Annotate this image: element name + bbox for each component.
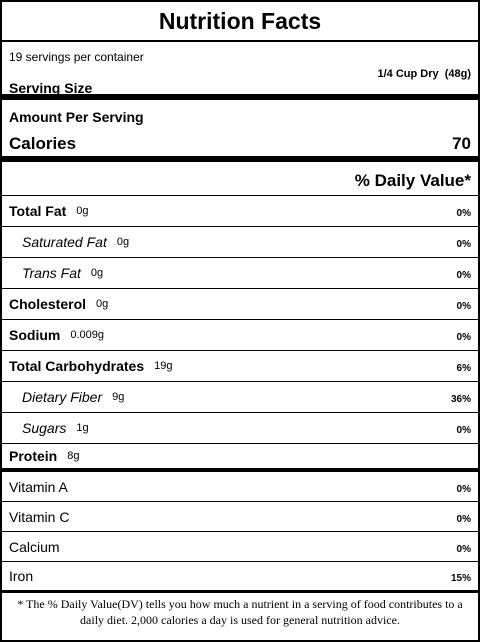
nutrient-dv: 0% <box>456 425 471 436</box>
vitamin-dv: 15% <box>450 573 471 584</box>
calories-section: Amount Per Serving Calories 70 <box>2 100 478 162</box>
nutrient-amount: 19g <box>154 360 173 372</box>
nutrient-dv: 0% <box>456 239 471 250</box>
nutrient-dv: 0% <box>456 208 471 219</box>
serving-size-value: 1/4 Cup Dry (48g) <box>377 68 471 80</box>
vitamin-dv: 0% <box>456 544 471 555</box>
calories-value: 70 <box>452 134 471 153</box>
amount-per-serving: Amount Per Serving <box>9 109 144 125</box>
nutrient-amount: 9g <box>112 391 125 403</box>
divider <box>2 590 478 593</box>
vitamin-name: Vitamin C <box>9 508 70 525</box>
vitamin-name: Calcium <box>9 538 60 555</box>
nutrient-amount: 0g <box>90 267 104 279</box>
nutrient-name: Dietary Fiber <box>22 389 103 405</box>
nutrient-row: Total Carbohydrates 19g 6% <box>2 351 478 382</box>
nutrient-row: Sodium 0.009g 0% <box>2 320 478 351</box>
nutrient-amount: 0g <box>76 205 89 217</box>
nutrient-list: Total Fat 0g 0% Saturated Fat 0g 0% Trans Fat 0… <box>2 196 478 468</box>
servings-per-container: 19 servings per container <box>9 50 144 64</box>
nutrient-name: Saturated Fat <box>22 234 107 250</box>
divider <box>2 468 478 472</box>
nutrient-name: Sodium <box>9 327 61 343</box>
serving-section: 19 servings per container Serving Size 1… <box>2 42 478 100</box>
vitamin-row: Calcium 0% <box>2 532 478 562</box>
footnote: * The % Daily Value(DV) tells you how mu… <box>17 597 463 627</box>
nutrient-name: Trans Fat <box>22 265 81 281</box>
nutrient-dv: 0% <box>456 301 471 312</box>
serving-size-label: Serving Size <box>9 80 93 96</box>
nutrient-row: Total Fat 0g 0% <box>2 196 478 227</box>
nutrient-amount: 1g <box>76 422 89 434</box>
nutrient-name: Sugars <box>22 420 67 436</box>
nutrient-dv: 0% <box>456 332 471 343</box>
nutrient-dv: 6% <box>456 363 471 374</box>
nutrient-dv: 36% <box>450 394 471 405</box>
nutrient-dv: 0% <box>456 270 471 281</box>
vitamin-row: Vitamin C 0% <box>2 502 478 532</box>
vitamin-list: Vitamin A 0% Vitamin C 0% Calcium 0% Iron 15% <box>2 472 478 590</box>
vitamin-row: Iron 15% <box>2 562 478 590</box>
nutrient-amount: 0g <box>116 236 130 248</box>
daily-value-header: % Daily Value* <box>2 162 478 196</box>
nutrient-row: Trans Fat 0g 0% <box>2 258 478 289</box>
vitamin-row: Vitamin A 0% <box>2 472 478 502</box>
nutrient-row: Cholesterol 0g 0% <box>2 289 478 320</box>
nutrient-row: Sugars 1g 0% <box>2 413 478 444</box>
vitamin-name: Vitamin A <box>9 478 68 495</box>
nutrient-name: Protein <box>9 448 58 464</box>
nutrient-row: Saturated Fat 0g 0% <box>2 227 478 258</box>
nutrient-row: Protein 8g <box>2 444 478 468</box>
vitamin-dv: 0% <box>456 514 471 525</box>
nutrient-amount: 0g <box>96 298 109 310</box>
nutrient-name: Total Fat <box>9 203 67 219</box>
calories-label: Calories <box>9 134 77 153</box>
vitamin-name: Iron <box>9 568 34 584</box>
nutrient-amount: 8g <box>67 450 80 462</box>
nutrient-name: Total Carbohydrates <box>9 358 145 374</box>
nutrient-amount: 0.009g <box>70 329 104 341</box>
title: Nutrition Facts <box>2 2 478 42</box>
nutrient-row: Dietary Fiber 9g 36% <box>2 382 478 413</box>
nutrient-name: Cholesterol <box>9 296 87 312</box>
vitamin-dv: 0% <box>456 484 471 495</box>
